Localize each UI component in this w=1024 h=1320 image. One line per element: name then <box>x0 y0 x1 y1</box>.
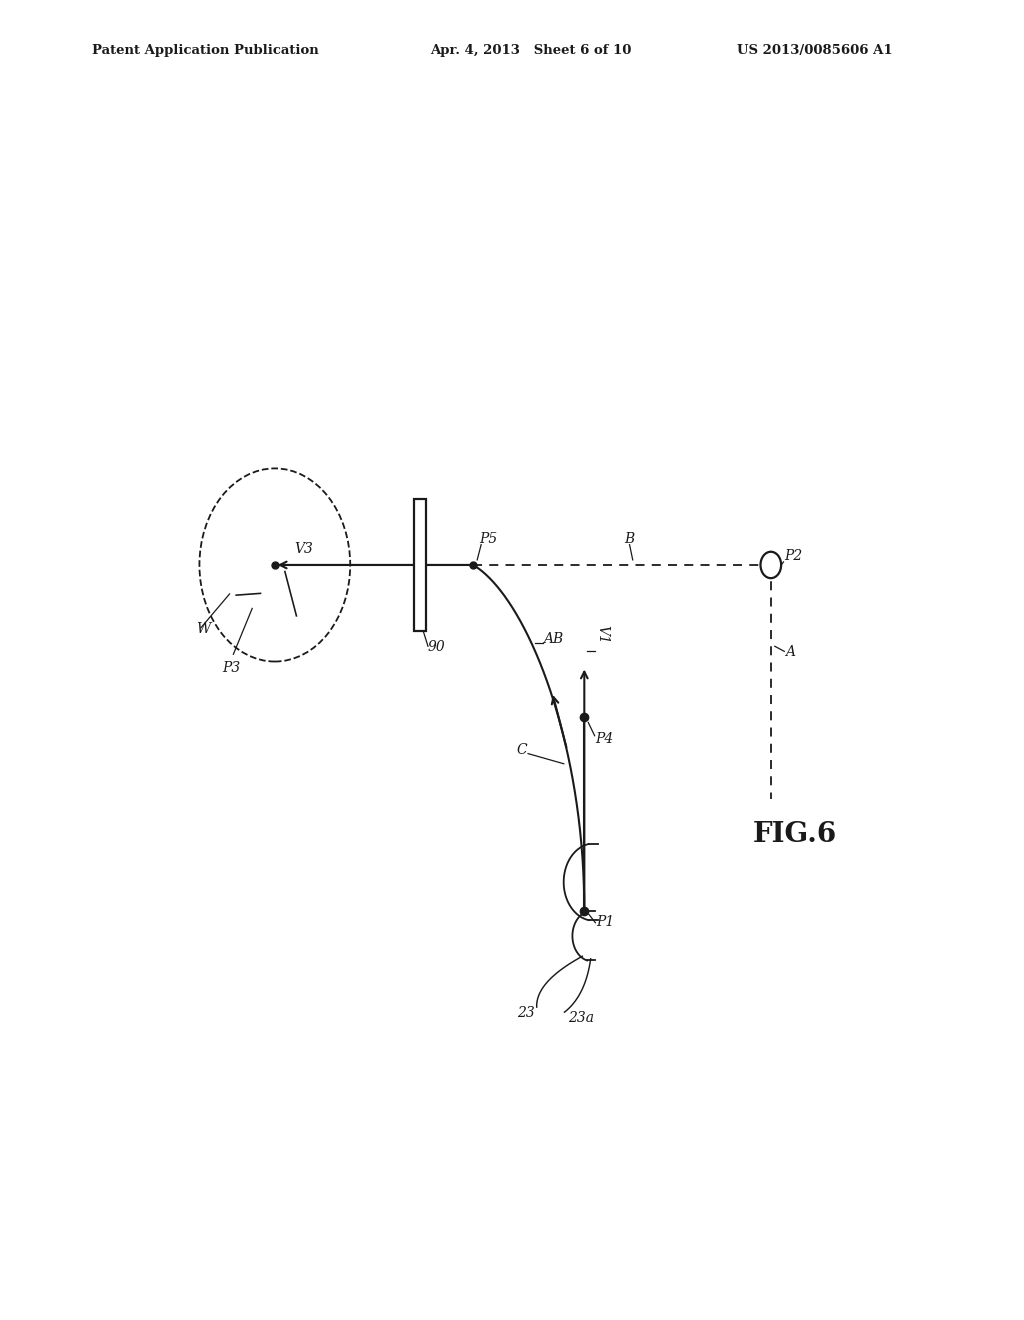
Text: Patent Application Publication: Patent Application Publication <box>92 44 318 57</box>
Text: P4: P4 <box>595 731 613 746</box>
Text: AB: AB <box>544 632 563 645</box>
Text: P3: P3 <box>222 661 241 676</box>
Text: W: W <box>196 622 210 635</box>
Bar <box>414 499 426 631</box>
Text: 90: 90 <box>428 640 445 655</box>
Text: P5: P5 <box>479 532 498 545</box>
Text: 23a: 23a <box>568 1011 595 1026</box>
Text: C: C <box>516 743 526 756</box>
Circle shape <box>761 552 781 578</box>
Text: P2: P2 <box>784 549 803 562</box>
Text: A: A <box>785 645 795 660</box>
Text: US 2013/0085606 A1: US 2013/0085606 A1 <box>737 44 893 57</box>
Text: V1: V1 <box>595 626 609 644</box>
Text: Apr. 4, 2013   Sheet 6 of 10: Apr. 4, 2013 Sheet 6 of 10 <box>430 44 632 57</box>
Text: 23: 23 <box>517 1006 535 1020</box>
Text: V3: V3 <box>295 541 313 556</box>
Text: P1: P1 <box>596 915 614 929</box>
Text: FIG.6: FIG.6 <box>753 821 837 847</box>
Text: B: B <box>624 532 634 545</box>
